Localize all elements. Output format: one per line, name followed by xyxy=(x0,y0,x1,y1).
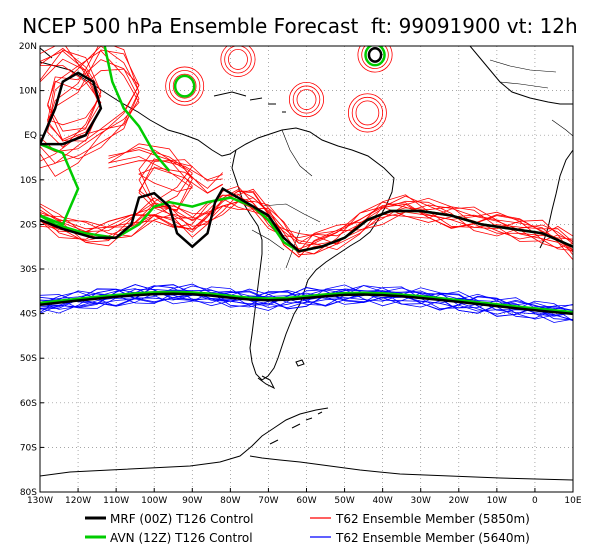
mrf-control-contour-loop xyxy=(40,71,103,146)
contour-layer xyxy=(40,46,573,323)
lat-tick-label: 60S xyxy=(20,399,37,409)
lon-tick-label: 10E xyxy=(564,496,581,506)
avn-control-contour-5640 xyxy=(40,290,573,314)
ensemble-contour-5850 xyxy=(40,46,140,153)
coastline-antarctica xyxy=(40,407,573,481)
ensemble-contour-5850 xyxy=(40,65,140,169)
lon-tick-label: 120W xyxy=(65,496,91,506)
ensemble-contour-5640 xyxy=(40,284,573,317)
ensemble-contour-5850-loop xyxy=(351,96,384,129)
ensemble-contour-5850-loop xyxy=(361,46,389,69)
lat-tick-label: 10S xyxy=(20,176,37,186)
lat-tick-label: 20S xyxy=(20,220,37,230)
lat-tick-label: 40S xyxy=(20,310,37,320)
lon-tick-label: 80W xyxy=(220,496,240,506)
coastline-tierra-del-fuego xyxy=(257,375,276,390)
lon-tick-label: 60W xyxy=(296,496,316,506)
coastline-central-america xyxy=(40,47,237,157)
ensemble-contour-5850-loop xyxy=(357,46,393,73)
ensemble-contour-5850 xyxy=(108,146,223,209)
lon-tick-label: 130W xyxy=(27,496,53,506)
coastline-africa xyxy=(469,46,573,249)
ensemble-contour-5850 xyxy=(108,143,223,211)
ensemble-contour-5850-loop xyxy=(292,85,321,114)
ensemble-contour-5850 xyxy=(108,149,223,212)
lat-tick-label: 80S xyxy=(20,488,37,498)
africa-borders xyxy=(489,59,573,137)
legend-label-mrf: MRF (00Z) T126 Control xyxy=(110,512,254,526)
ensemble-contour-5850-loop xyxy=(288,81,325,118)
mrf-control-loop xyxy=(367,46,383,63)
lat-tick-label: 50S xyxy=(20,354,37,364)
ensemble-contour-5850-loop xyxy=(169,70,201,103)
ensemble-contour-5850-loop xyxy=(165,66,205,106)
ensemble-contour-5850-loop xyxy=(355,100,380,126)
mrf-control-contour-5640 xyxy=(40,292,573,316)
country-borders xyxy=(251,129,321,269)
ensemble-contour-5850-loop xyxy=(224,46,252,74)
ensemble-contour-5850-loop xyxy=(296,89,317,110)
lon-tick-label: 10W xyxy=(487,496,507,506)
mrf-control-contour-5850 xyxy=(40,186,573,253)
legend-label-ens-5850: T62 Ensemble Member (5850m) xyxy=(335,512,530,526)
lon-tick-label: 50W xyxy=(334,496,354,506)
lon-tick-label: 40W xyxy=(372,496,392,506)
ensemble-contour-5640 xyxy=(40,285,573,323)
ensemble-contour-5850-loop xyxy=(228,48,248,70)
ensemble-contour-5850 xyxy=(40,190,573,258)
ensemble-contour-5850-loop xyxy=(347,93,387,133)
lat-tick-label: 70S xyxy=(20,443,37,453)
ensemble-contour-5640 xyxy=(40,284,573,314)
avn-control-loop xyxy=(364,46,386,67)
coastline-south-america xyxy=(231,127,395,381)
lon-tick-label: 20W xyxy=(449,496,469,506)
ensemble-contour-5850 xyxy=(40,194,573,253)
lat-tick-label: 20N xyxy=(19,42,37,52)
lon-tick-label: 110W xyxy=(103,496,129,506)
legend-label-ens-5640: T62 Ensemble Member (5640m) xyxy=(335,531,530,545)
ensemble-contour-5850 xyxy=(108,156,223,194)
ensemble-contour-5640 xyxy=(40,284,573,320)
avn-control-contour-pacific xyxy=(103,46,171,172)
ensemble-contour-5850 xyxy=(40,46,140,160)
lat-tick-label: 10N xyxy=(19,87,37,97)
antarctic-peninsula-islands xyxy=(269,411,323,445)
lon-tick-label: 30W xyxy=(411,496,431,506)
coastline-caribbean xyxy=(213,91,286,113)
ensemble-contour-5850-loop xyxy=(220,46,256,77)
map-title: NCEP 500 hPa Ensemble Forecast ft: 99091… xyxy=(22,14,578,38)
legend: MRF (00Z) T126 Control AVN (12Z) T126 Co… xyxy=(85,512,530,545)
ensemble-contour-5850 xyxy=(40,46,140,164)
ensemble-contour-5850-loop xyxy=(172,73,197,99)
ensemble-contour-5850 xyxy=(40,197,573,255)
lon-tick-label: 0 xyxy=(532,496,538,506)
lat-tick-label: EQ xyxy=(24,131,37,141)
coastlines xyxy=(40,46,573,481)
lon-tick-label: 70W xyxy=(258,496,278,506)
ensemble-contour-5850 xyxy=(40,201,573,245)
lon-tick-label: 100W xyxy=(141,496,167,506)
coastline-falklands xyxy=(295,359,305,367)
avn-control-contour-loop xyxy=(40,142,80,227)
avn-control-loop xyxy=(173,74,196,98)
lat-tick-label: 30S xyxy=(20,265,37,275)
legend-label-avn: AVN (12Z) T126 Control xyxy=(110,531,253,545)
lon-tick-label: 90W xyxy=(182,496,202,506)
